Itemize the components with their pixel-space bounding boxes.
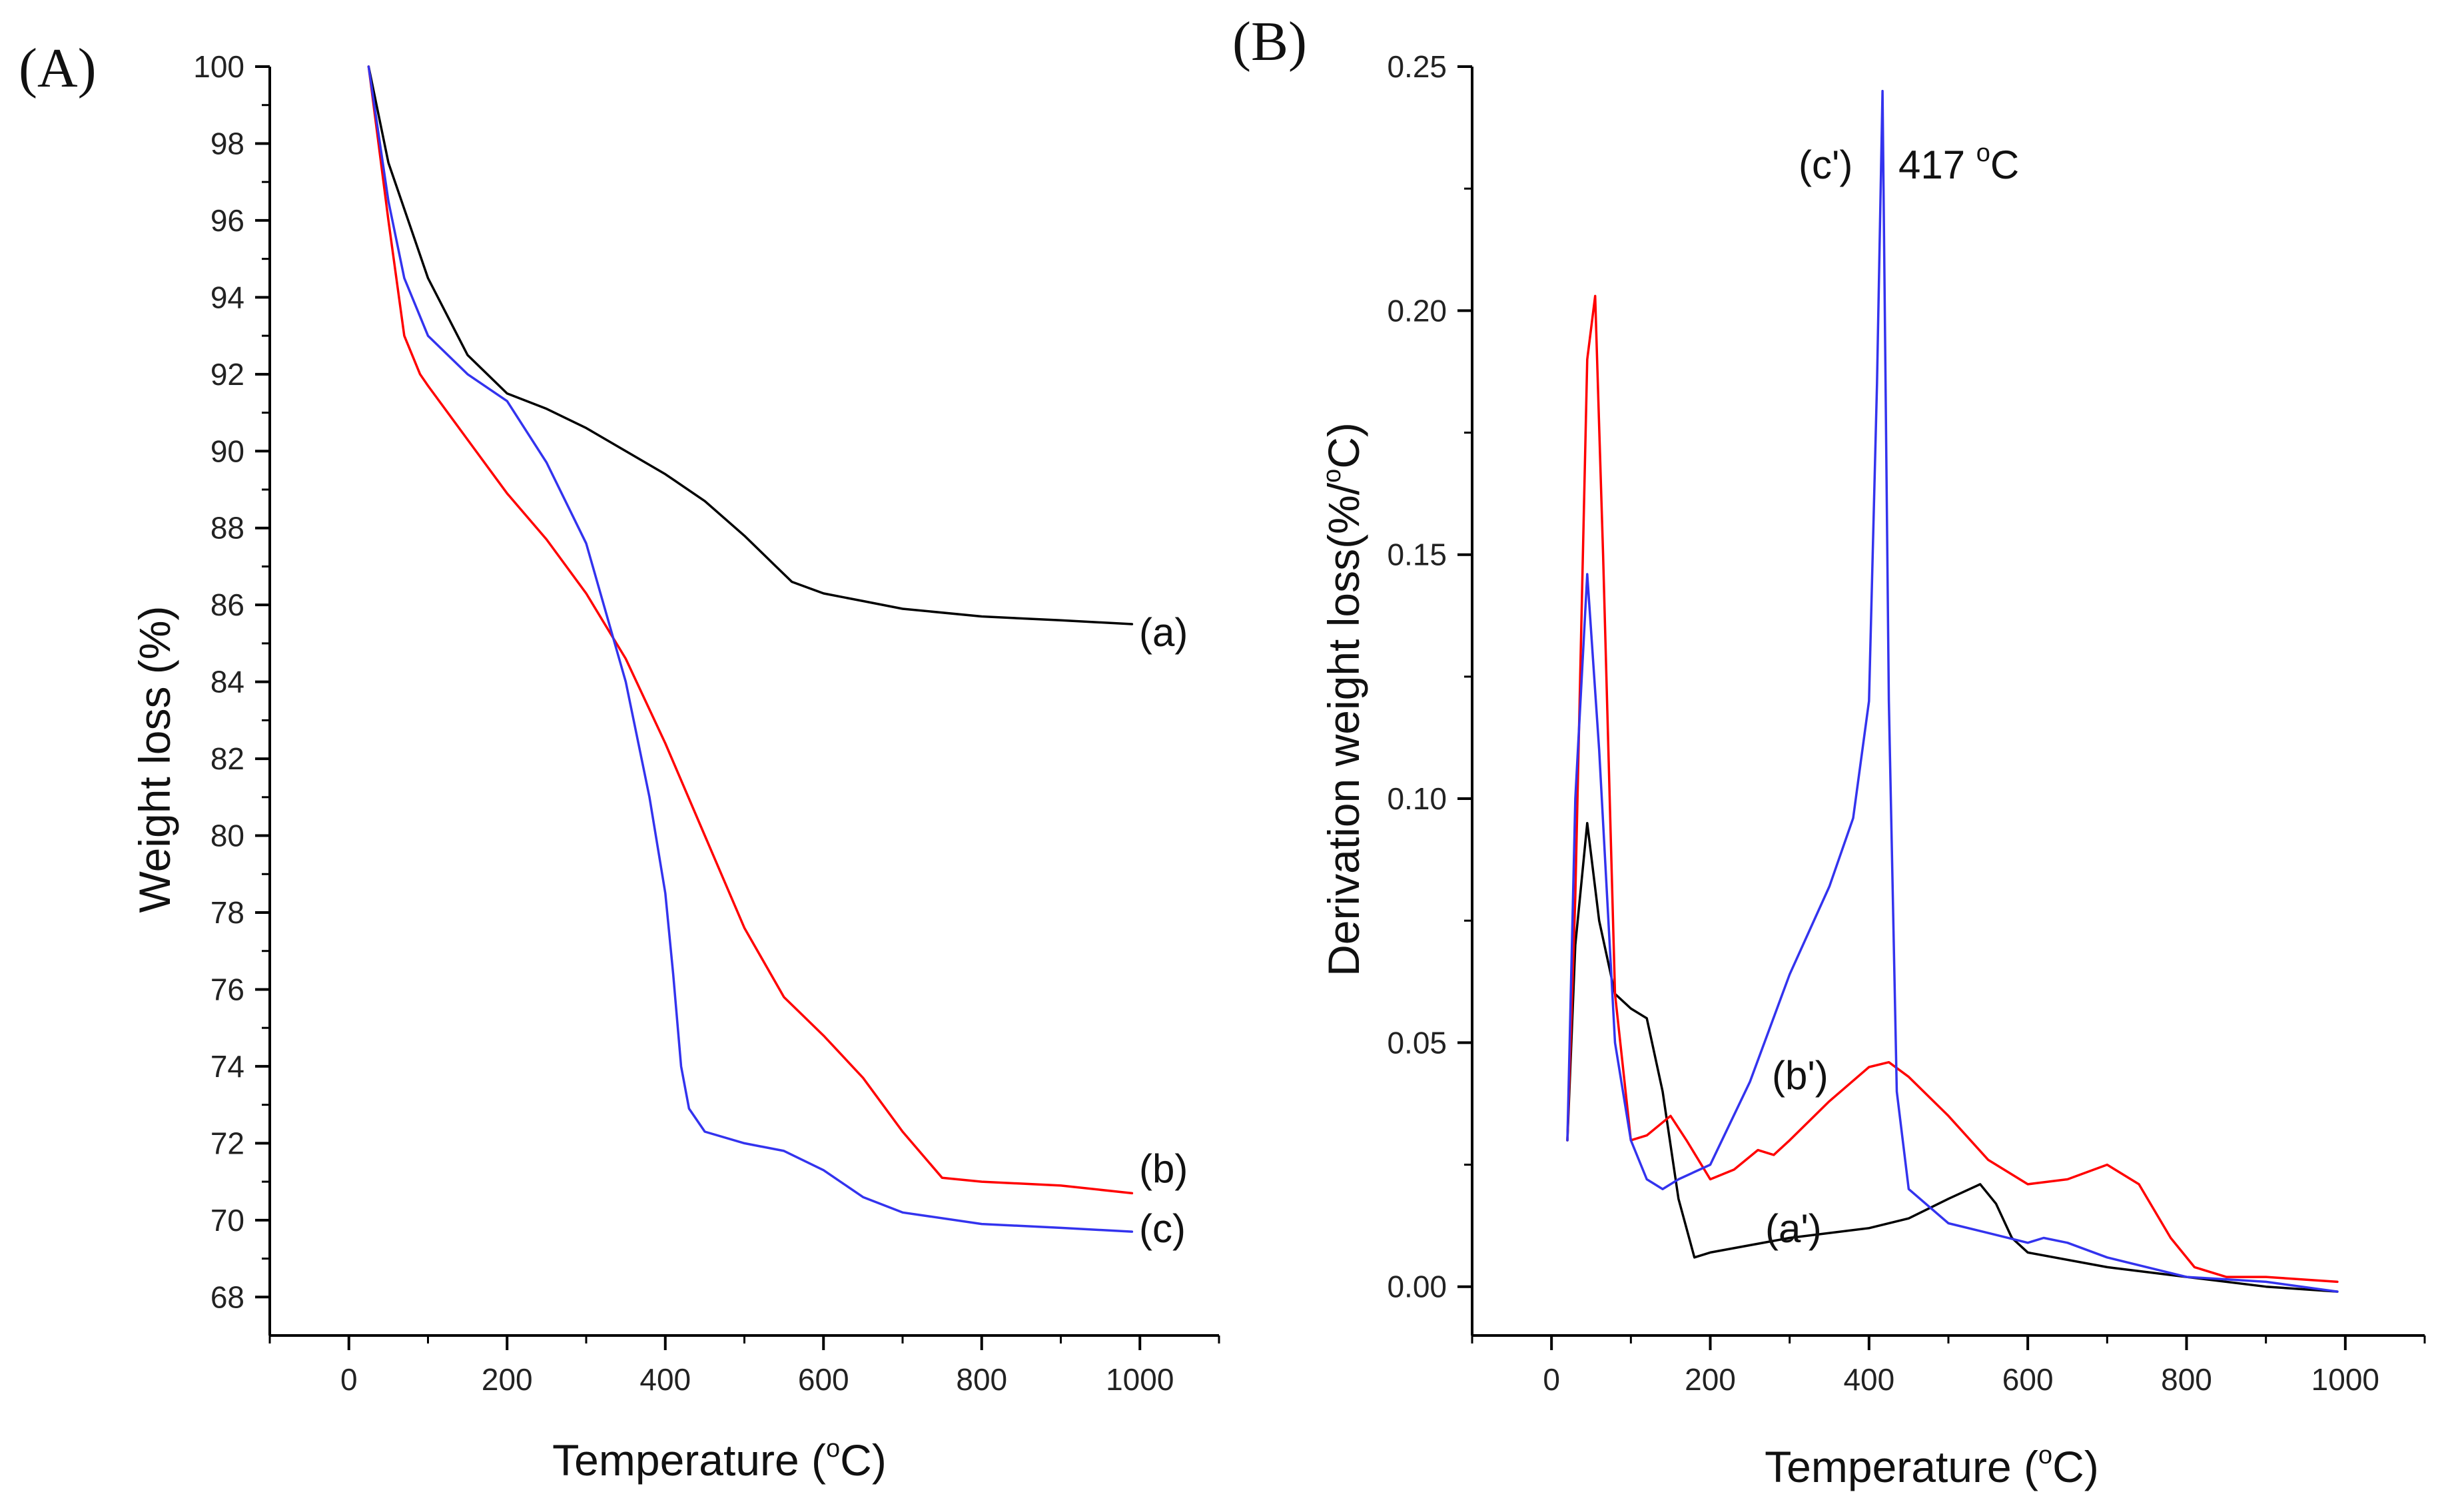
panel-a-x-tick-label: 400 xyxy=(639,1362,691,1397)
panel-a-y-tick-label: 72 xyxy=(210,1126,244,1160)
panel-b-y-tick-label: 0.00 xyxy=(1387,1270,1447,1304)
panel-b-x-tick-label: 1000 xyxy=(2311,1362,2379,1397)
panel-a-x-tick-label: 0 xyxy=(340,1362,358,1397)
panel-b-y-axis-title: Derivation weight loss(%/oC) xyxy=(1318,422,1368,976)
panel-b-y-tick-label: 0.15 xyxy=(1387,538,1447,572)
panel-b-label: (B) xyxy=(1232,11,1307,73)
panel-b-series-line-1 xyxy=(1566,821,2339,1293)
panel-a-x-axis-title: Temperature (oC) xyxy=(552,1435,887,1485)
panel-a-y-tick-label: 88 xyxy=(210,511,244,546)
panel-b-series-line-3 xyxy=(1566,89,2339,1293)
panel-a-series-line-3 xyxy=(367,65,1134,1233)
panel-b-x-axis-title: Temperature (oC) xyxy=(1765,1441,2099,1491)
panel-a-series-line-1 xyxy=(367,65,1134,625)
label-curve-a: (a) xyxy=(1139,610,1188,655)
chart-panel-a: (A) 687072747678808284868890929496981000… xyxy=(19,37,1220,1485)
panel-a-y-tick-label: 82 xyxy=(210,741,244,776)
panel-b-x-tick-label: 200 xyxy=(1685,1362,1736,1397)
panel-a-y-tick-label: 94 xyxy=(210,280,244,314)
panel-a-y-tick-label: 68 xyxy=(210,1280,244,1314)
panel-b-x-tick-label: 0 xyxy=(1543,1362,1560,1397)
panel-b-x-tick-label: 600 xyxy=(2002,1362,2054,1397)
panel-b-y-tick-label: 0.25 xyxy=(1387,49,1447,84)
panel-b-x-tick-label: 800 xyxy=(2161,1362,2212,1397)
panel-a-x-tick-label: 800 xyxy=(956,1362,1007,1397)
chart-panel-b: (B) 0.00 0.05 0.10 0.15 0.20 0.25 0 200 400 600 80… xyxy=(1232,11,2426,1491)
label-curve-a-prime: (a') xyxy=(1765,1206,1822,1251)
peak-annotation: 417 oC xyxy=(1898,139,2019,187)
panel-a-y-tick-label: 70 xyxy=(210,1203,244,1238)
panel-a-x-tick-label: 200 xyxy=(482,1362,533,1397)
panel-a-y-tick-label: 80 xyxy=(210,819,244,853)
label-curve-c: (c) xyxy=(1139,1206,1186,1251)
panel-a-y-tick-label: 92 xyxy=(210,357,244,392)
panel-a-y-tick-label: 78 xyxy=(210,895,244,930)
panel-b-series-line-2 xyxy=(1566,294,2339,1284)
label-curve-c-prime: (c') xyxy=(1799,143,1852,187)
panel-a-y-tick-label: 84 xyxy=(210,665,244,699)
panel-a-series xyxy=(367,65,1134,1233)
panel-a-y-tick-label: 86 xyxy=(210,587,244,622)
panel-b-x-tick-label: 400 xyxy=(1843,1362,1894,1397)
panel-a-y-tick-label: 90 xyxy=(210,434,244,468)
panel-b-curve-labels: (a') (b') (c') 417 oC xyxy=(1765,139,2019,1251)
label-curve-b-prime: (b') xyxy=(1772,1053,1829,1098)
panel-b-series xyxy=(1566,89,2339,1293)
panel-a-y-tick-label: 74 xyxy=(210,1049,244,1084)
panel-b-y-tick-label: 0.10 xyxy=(1387,781,1447,816)
panel-a-y-tick-label: 96 xyxy=(210,203,244,238)
panel-b-y-tick-label: 0.20 xyxy=(1387,293,1447,328)
panel-a-y-axis-title: Weight loss (%) xyxy=(130,606,179,913)
panel-b-ticks: 0.00 0.05 0.10 0.15 0.20 0.25 0 200 400 600 800 100… xyxy=(1387,49,2426,1397)
panel-a-x-tick-label: 1000 xyxy=(1106,1362,1174,1397)
panel-a-y-tick-label: 98 xyxy=(210,126,244,161)
panel-a-y-tick-label: 100 xyxy=(193,49,244,84)
label-curve-b: (b) xyxy=(1139,1146,1188,1191)
panel-a-x-tick-label: 600 xyxy=(798,1362,849,1397)
panel-a-y-tick-label: 76 xyxy=(210,972,244,1006)
panel-a-series-line-2 xyxy=(367,65,1134,1195)
panel-a-label: (A) xyxy=(19,37,97,99)
panel-b-y-tick-label: 0.05 xyxy=(1387,1025,1447,1060)
panel-a-curve-labels: (a) (b) (c) xyxy=(1139,610,1188,1251)
